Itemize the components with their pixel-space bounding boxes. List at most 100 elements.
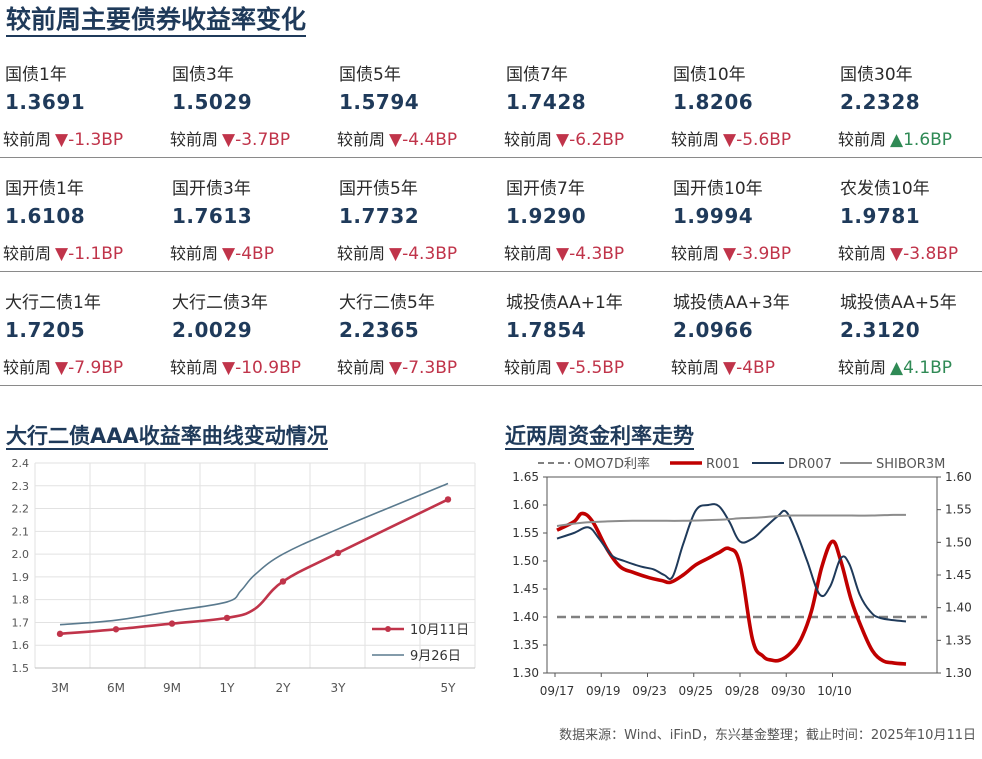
change-label: 较前周 [671, 358, 720, 377]
y-tick-label: 1.7 [12, 616, 30, 629]
yield-value: 1.8206 [673, 90, 754, 114]
change-label: 较前周 [838, 244, 887, 263]
bond-name: 国开债7年 [506, 179, 585, 199]
yield-cell: 城投债AA+5年 2.3120 较前周 ▲4.1BP [835, 288, 982, 398]
change-value: ▼-4.3BP [556, 244, 624, 264]
change-amount: 1.6BP [903, 130, 953, 150]
bond-name: 国开债1年 [5, 179, 84, 199]
y-tick-label-right: 1.30 [945, 666, 972, 680]
data-point [112, 626, 120, 633]
change-label: 较前周 [838, 358, 887, 377]
week-change: 较前周 ▼-1.3BP [3, 126, 123, 150]
legend-marker [385, 626, 391, 632]
triangle-down-icon: ▼ [222, 358, 236, 378]
triangle-down-icon: ▼ [389, 358, 403, 378]
y-tick-label: 1.6 [12, 639, 30, 652]
change-value: ▼-7.3BP [389, 358, 457, 378]
yield-value: 1.9290 [506, 204, 587, 228]
triangle-down-icon: ▼ [556, 244, 570, 264]
yield-cell: 大行二债3年 2.0029 较前周 ▼-10.9BP [167, 288, 332, 398]
change-amount: -3.8BP [903, 244, 959, 264]
x-tick-label: 09/30 [771, 684, 806, 698]
x-tick-label: 2Y [276, 681, 292, 695]
yield-value: 2.0966 [673, 318, 754, 342]
y-tick-label-right: 1.40 [945, 601, 972, 615]
yield-cell: 农发债10年 1.9781 较前周 ▼-3.8BP [835, 174, 982, 284]
change-amount: -7.9BP [68, 358, 124, 378]
yield-cell: 城投债AA+3年 2.0966 较前周 ▼-4BP [668, 288, 833, 398]
y-tick-label: 2.0 [12, 548, 30, 561]
change-value: ▼-3.8BP [890, 244, 958, 264]
bond-name: 大行二债1年 [5, 293, 101, 313]
funding-rate-chart: 1.30 1.35 1.40 1.45 1.50 1.55 1.60 1.65 1.30 1.35… [512, 456, 972, 698]
triangle-down-icon: ▼ [556, 358, 570, 378]
change-label: 较前周 [170, 130, 219, 149]
triangle-down-icon: ▼ [55, 130, 69, 150]
legend-label: SHIBOR3M [876, 457, 945, 472]
change-value: ▼-3.7BP [222, 130, 290, 150]
series-line [59, 498, 449, 636]
change-value: ▼-10.9BP [222, 358, 301, 378]
series-line [556, 513, 906, 527]
change-label: 较前周 [3, 130, 52, 149]
yield-value: 1.9994 [673, 204, 754, 228]
change-label: 较前周 [671, 244, 720, 263]
change-label: 较前周 [504, 130, 553, 149]
change-amount: -3.7BP [235, 130, 291, 150]
week-change: 较前周 ▼-4.4BP [337, 126, 457, 150]
change-amount: -4BP [736, 358, 775, 378]
week-change: 较前周 ▼-6.2BP [504, 126, 624, 150]
legend-label: R001 [706, 457, 740, 472]
y-tick-label-right: 1.60 [945, 470, 972, 484]
yield-value: 1.5029 [172, 90, 253, 114]
bond-name: 大行二债5年 [339, 293, 435, 313]
triangle-down-icon: ▼ [55, 244, 69, 264]
series-line [556, 511, 907, 666]
y-tick-label: 2.2 [12, 503, 30, 516]
yield-value: 2.0029 [172, 318, 253, 342]
change-label: 较前周 [170, 244, 219, 263]
yield-value: 1.7732 [339, 204, 420, 228]
yield-value: 1.7428 [506, 90, 587, 114]
change-value: ▼-4.4BP [389, 130, 457, 150]
yield-cell: 大行二债1年 1.7205 较前周 ▼-7.9BP [0, 288, 165, 398]
change-amount: -5.6BP [736, 130, 792, 150]
x-tick-label: 09/25 [678, 684, 713, 698]
change-label: 较前周 [337, 358, 386, 377]
y-tick-label: 2.1 [12, 525, 30, 538]
legend-label: 10月11日 [410, 623, 469, 638]
data-point [334, 549, 342, 557]
bond-name: 国债7年 [506, 65, 568, 85]
triangle-down-icon: ▼ [723, 244, 737, 264]
triangle-down-icon: ▼ [222, 130, 236, 150]
week-change: 较前周 ▼-3.8BP [838, 240, 958, 264]
change-value: ▼-1.3BP [55, 130, 123, 150]
bond-name: 国开债3年 [172, 179, 251, 199]
legend-label: DR007 [788, 457, 832, 472]
yield-cell: 国债10年 1.8206 较前周 ▼-5.6BP [668, 60, 833, 170]
week-change: 较前周 ▼-4.3BP [504, 240, 624, 264]
change-amount: -4.3BP [402, 244, 458, 264]
bond-name: 大行二债3年 [172, 293, 268, 313]
series-line [59, 482, 449, 626]
y-tick-label-left: 1.45 [512, 582, 539, 596]
change-amount: -4.3BP [569, 244, 625, 264]
change-value: ▼-4.3BP [389, 244, 457, 264]
triangle-down-icon: ▼ [556, 130, 570, 150]
x-tick-label: 5Y [441, 681, 457, 695]
y-tick-label: 2.4 [12, 457, 30, 470]
y-tick-label-left: 1.40 [512, 610, 539, 624]
change-label: 较前周 [3, 358, 52, 377]
change-label: 较前周 [504, 244, 553, 263]
triangle-down-icon: ▼ [222, 244, 236, 264]
change-amount: -3.9BP [736, 244, 792, 264]
yield-cell: 国开债1年 1.6108 较前周 ▼-1.1BP [0, 174, 165, 284]
triangle-down-icon: ▼ [890, 244, 904, 264]
x-tick-label: 10/10 [817, 684, 852, 698]
row-divider [0, 271, 982, 272]
change-label: 较前周 [170, 358, 219, 377]
week-change: 较前周 ▼-5.5BP [504, 354, 624, 378]
x-tick-label: 09/17 [540, 684, 575, 698]
legend-label: 9月26日 [410, 649, 461, 664]
yield-cell: 国开债10年 1.9994 较前周 ▼-3.9BP [668, 174, 833, 284]
